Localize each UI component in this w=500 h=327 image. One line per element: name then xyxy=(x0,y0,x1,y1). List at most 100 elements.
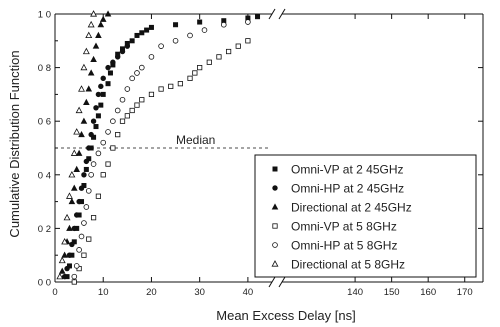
x-tick-label: 40 xyxy=(243,287,254,298)
data-point-series-3 xyxy=(90,55,97,63)
data-point-series-3 xyxy=(95,31,102,38)
data-point-series-2 xyxy=(71,225,77,232)
data-point-series-3 xyxy=(85,85,93,92)
data-point-series-5 xyxy=(114,107,121,114)
data-point-series-4 xyxy=(124,113,130,119)
legend-entry: Omni-VP at 2 45GHz xyxy=(291,163,404,177)
data-point-series-5 xyxy=(105,129,111,135)
data-point-series-5 xyxy=(83,204,90,210)
data-point-series-5 xyxy=(90,161,97,167)
data-point-series-4 xyxy=(148,91,155,97)
data-point-series-1 xyxy=(139,30,145,36)
data-point-series-3 xyxy=(61,251,68,258)
data-point-series-1 xyxy=(134,32,140,38)
plot-area: 0 0 0 2 0 4 0 6 0 8 1 0 0 10 20 30 40 140 150 160 170 M… xyxy=(38,8,484,298)
median-label: Median xyxy=(176,133,215,147)
data-point-series-4 xyxy=(134,102,140,108)
data-point-series-3 xyxy=(80,117,88,124)
data-point-series-4 xyxy=(187,75,193,81)
y-tick-label: 1 0 xyxy=(38,10,51,21)
y-tick-label: 0 8 xyxy=(38,63,51,74)
data-point-series-5 xyxy=(148,54,155,60)
legend-marker xyxy=(272,223,278,229)
data-point-series-2 xyxy=(95,91,102,98)
data-point-series-4 xyxy=(206,59,212,65)
data-point-series-2 xyxy=(93,105,99,111)
x-tick-label: 150 xyxy=(384,287,400,298)
data-point-series-2 xyxy=(64,265,70,272)
data-point-series-3 xyxy=(99,15,107,22)
data-point-series-5 xyxy=(220,21,227,28)
data-point-series-4 xyxy=(139,97,145,103)
data-point-series-3 xyxy=(87,69,95,76)
data-point-series-5 xyxy=(81,220,87,226)
data-point-series-2 xyxy=(73,212,80,218)
data-point-series-6 xyxy=(61,237,69,245)
data-point-series-5 xyxy=(187,32,193,39)
data-point-series-6 xyxy=(87,20,95,28)
data-point-series-3 xyxy=(70,184,78,191)
data-point-series-6 xyxy=(70,149,78,156)
data-point-series-5 xyxy=(85,188,92,194)
data-point-series-3 xyxy=(83,98,90,105)
data-point-series-3 xyxy=(58,267,66,274)
data-point-series-1 xyxy=(148,24,154,30)
data-point-series-2 xyxy=(61,273,68,280)
legend-entry: Omni-HP at 5 8GHz xyxy=(291,239,397,253)
x-tick-label: 140 xyxy=(347,287,363,298)
data-point-series-2 xyxy=(124,43,131,49)
legend-marker xyxy=(272,166,278,172)
data-point-series-2 xyxy=(88,131,94,138)
axis-break-top-2 xyxy=(278,8,286,20)
data-point-series-1 xyxy=(93,124,99,130)
data-point-series-6 xyxy=(80,63,88,71)
data-point-series-2 xyxy=(69,241,75,248)
data-point-series-5 xyxy=(73,263,80,269)
data-point-series-3 xyxy=(78,130,85,138)
data-point-series-5 xyxy=(119,96,126,103)
data-point-series-2 xyxy=(119,48,126,55)
legend-entry: Directional at 2 45GHz xyxy=(291,201,412,215)
data-point-series-1 xyxy=(100,91,106,97)
data-point-series-2 xyxy=(86,145,92,151)
data-point-series-6 xyxy=(85,31,93,39)
data-point-series-4 xyxy=(119,118,126,124)
data-point-series-4 xyxy=(100,172,106,178)
data-point-series-5 xyxy=(88,172,94,178)
y-tick-label: 0 4 xyxy=(38,170,51,181)
data-point-series-5 xyxy=(158,43,164,49)
data-point-series-1 xyxy=(105,81,111,87)
x-tick-label: 30 xyxy=(194,287,205,298)
data-point-series-3 xyxy=(66,224,73,231)
data-point-series-4 xyxy=(168,83,174,89)
data-point-series-1 xyxy=(173,22,179,28)
data-point-series-2 xyxy=(90,118,97,124)
axis-break-top-1 xyxy=(268,8,276,20)
data-point-series-2 xyxy=(81,172,87,178)
data-point-series-5 xyxy=(95,150,102,157)
data-point-series-6 xyxy=(78,85,85,92)
x-tick-label: 170 xyxy=(457,287,473,298)
data-point-series-4 xyxy=(105,161,111,167)
data-point-series-3 xyxy=(92,42,100,49)
data-point-series-5 xyxy=(129,75,135,82)
data-point-series-4 xyxy=(129,107,135,114)
legend-box xyxy=(254,154,477,278)
data-point-series-3 xyxy=(68,197,76,205)
data-point-series-2 xyxy=(114,54,121,60)
y-tick-label: 0 0 xyxy=(38,278,51,289)
data-point-series-4 xyxy=(197,65,203,71)
data-point-series-4 xyxy=(110,145,116,151)
legend-entry: Directional at 5 8GHz xyxy=(291,258,405,272)
data-point-series-2 xyxy=(100,75,106,82)
data-point-series-6 xyxy=(63,213,71,221)
data-point-series-6 xyxy=(75,106,83,114)
axis-break-bottom-2 xyxy=(278,276,286,288)
data-point-series-4 xyxy=(95,193,101,199)
x-tick-label: 0 xyxy=(52,287,57,298)
data-point-series-6 xyxy=(65,192,73,199)
x-axis-title: Mean Excess Delay [ns] xyxy=(216,308,355,323)
data-point-series-5 xyxy=(71,273,78,280)
data-point-series-5 xyxy=(76,247,82,253)
data-point-series-4 xyxy=(158,86,164,92)
